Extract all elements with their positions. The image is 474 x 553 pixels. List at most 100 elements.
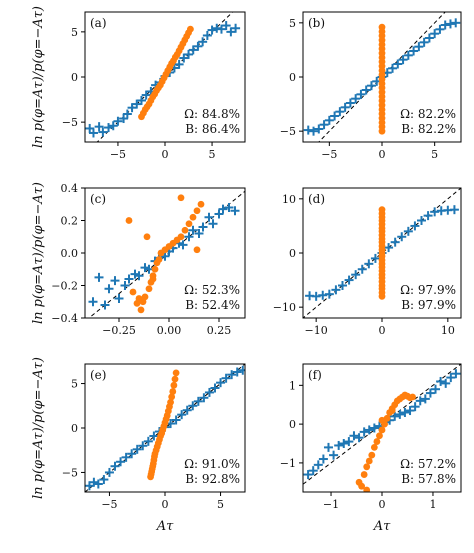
data-point-plus xyxy=(390,411,400,421)
data-point-circle xyxy=(409,393,416,401)
data-point-plus xyxy=(311,291,321,301)
x-tick-label: −5 xyxy=(110,148,126,161)
y-tick-label: −1 xyxy=(280,457,296,470)
panel-5: −1 0 1 −1 0 1 (f) Ω: 57.2%B: 57.8% xyxy=(280,363,462,511)
stat-label: Ω: 84.8% xyxy=(184,107,240,121)
panel-3: −10 0 10 −10 0 10 (d) Ω: 97.9%B: 97.9% xyxy=(273,187,462,337)
data-point-circle xyxy=(129,288,137,296)
data-point-circle xyxy=(141,293,149,301)
data-point-plus xyxy=(179,53,189,63)
data-point-plus xyxy=(405,406,415,416)
panel-label: (f) xyxy=(308,368,322,382)
data-point-plus xyxy=(398,55,408,65)
y-tick-label: −0.4 xyxy=(51,312,78,325)
x-axis-label: Aτ xyxy=(373,519,391,534)
data-point-plus xyxy=(331,285,341,295)
data-point-circle xyxy=(363,486,371,492)
x-tick-label: 0 xyxy=(162,498,169,511)
data-point-plus xyxy=(171,415,181,425)
data-point-plus xyxy=(198,37,208,47)
data-point-plus xyxy=(314,124,324,134)
data-point-plus xyxy=(419,37,429,47)
y-tick-label: 0 xyxy=(289,247,296,260)
y-tick-label: 0 xyxy=(71,422,78,435)
data-point-plus xyxy=(127,449,137,459)
data-point-plus xyxy=(226,27,236,37)
data-point-plus xyxy=(366,81,376,91)
data-point-plus xyxy=(120,281,130,290)
data-point-plus xyxy=(198,222,208,232)
data-point-plus xyxy=(403,226,413,236)
data-point-plus xyxy=(182,405,192,415)
data-point-plus xyxy=(354,433,364,443)
data-point-plus xyxy=(98,127,108,137)
data-point-plus xyxy=(188,401,198,411)
data-point-plus xyxy=(124,274,134,284)
data-point-plus xyxy=(344,275,354,285)
panel-1: −5 0 5 −5 0 5 (b) Ω: 82.2%B: 82.2% xyxy=(280,11,462,161)
y-tick-label: −0.2 xyxy=(51,280,78,293)
y-axis-label: ln p(φ=Aτ)/p(φ=−Aτ) xyxy=(31,357,46,499)
data-point-circle xyxy=(368,451,376,459)
data-point-plus xyxy=(114,294,124,303)
data-point-plus xyxy=(160,251,170,261)
data-point-plus xyxy=(88,128,98,138)
data-point-circle xyxy=(145,285,153,293)
data-point-plus xyxy=(184,49,194,59)
x-tick-label: −5 xyxy=(101,498,117,511)
data-point-circle xyxy=(177,233,185,241)
data-point-plus xyxy=(393,59,403,69)
data-point-plus xyxy=(149,431,159,441)
data-point-circle xyxy=(365,457,373,465)
y-tick-label: 5 xyxy=(71,378,78,391)
x-tick-label: 0.00 xyxy=(157,324,182,337)
data-point-plus xyxy=(451,369,461,379)
data-point-circle xyxy=(378,23,386,31)
x-tick-label: −10 xyxy=(305,324,328,337)
data-point-circle xyxy=(376,432,383,440)
data-point-plus xyxy=(309,126,319,136)
data-point-circle xyxy=(197,200,205,208)
data-point-plus xyxy=(216,378,226,388)
data-point-circle xyxy=(388,407,396,414)
data-point-plus xyxy=(224,203,234,212)
data-point-plus xyxy=(122,109,132,119)
data-point-circle xyxy=(193,207,201,215)
data-point-plus xyxy=(104,284,114,294)
y-tick-label: −10 xyxy=(273,301,296,314)
data-point-circle xyxy=(378,426,386,434)
data-point-circle xyxy=(149,275,157,283)
data-point-plus xyxy=(214,209,224,219)
data-point-plus xyxy=(138,441,148,451)
data-point-plus xyxy=(132,99,142,109)
stat-label: B: 97.9% xyxy=(401,298,456,312)
data-point-plus xyxy=(436,376,446,386)
data-point-circle xyxy=(167,398,174,406)
x-tick-label: 0 xyxy=(379,498,386,511)
stat-label: Ω: 52.3% xyxy=(184,283,240,297)
data-point-circle xyxy=(189,213,197,221)
data-point-plus xyxy=(318,290,328,300)
data-point-plus xyxy=(440,20,450,30)
data-point-plus xyxy=(104,467,114,477)
y-tick-label: 1 xyxy=(289,379,296,392)
data-point-plus xyxy=(410,221,420,231)
x-tick-label: 0.25 xyxy=(207,324,232,337)
data-point-plus xyxy=(424,33,434,43)
data-point-plus xyxy=(85,123,95,133)
data-point-plus xyxy=(132,444,142,454)
data-point-plus xyxy=(188,45,198,55)
data-point-plus xyxy=(344,437,354,447)
stat-label: Ω: 97.9% xyxy=(400,283,456,297)
data-point-plus xyxy=(134,271,144,281)
data-point-plus xyxy=(397,232,407,242)
data-point-circle xyxy=(137,306,145,314)
data-point-circle xyxy=(358,482,366,490)
data-point-plus xyxy=(400,407,410,417)
y-tick-label: 0 xyxy=(289,71,296,84)
data-point-plus xyxy=(116,457,126,467)
x-tick-label: 5 xyxy=(209,148,216,161)
stat-label: B: 86.4% xyxy=(185,122,240,136)
data-point-circle xyxy=(370,443,378,451)
